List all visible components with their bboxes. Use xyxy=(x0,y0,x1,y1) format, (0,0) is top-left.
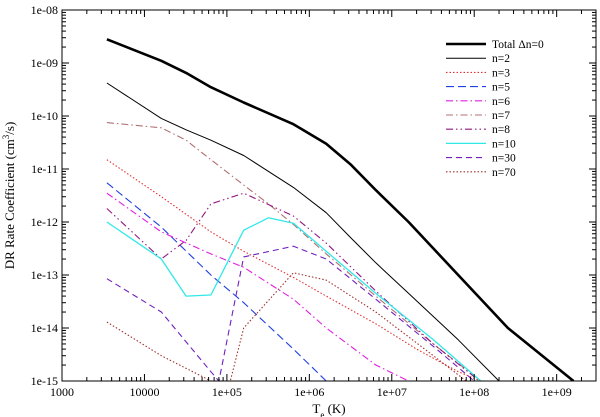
legend-label: Total Δn=0 xyxy=(492,39,544,51)
y-tick-label: 1e-10 xyxy=(31,109,58,123)
y-axis-label-main: DR Rate Coefficient (cm xyxy=(2,139,17,269)
axis-ticks: 1000 10000 1e+05 1e+06 1e+07 1e+08 1e+09 1e-15 1… xyxy=(31,3,597,399)
legend-label: n=10 xyxy=(492,138,516,150)
y-axis-label: DR Rate Coefficient (cm3/s) xyxy=(1,122,17,270)
legend-label: n=6 xyxy=(492,96,510,108)
series-line-5 xyxy=(106,122,482,381)
x-tick-label: 10000 xyxy=(129,385,159,399)
series-line-2 xyxy=(106,159,481,381)
legend-label: n=2 xyxy=(492,53,510,65)
legend-label: n=8 xyxy=(492,124,510,136)
x-tick-label: 1e+05 xyxy=(212,385,242,399)
y-tick-label: 1e-11 xyxy=(31,162,58,176)
x-tick-label: 1e+08 xyxy=(459,385,489,399)
series-line-1 xyxy=(106,82,500,381)
series-line-4 xyxy=(106,192,409,381)
x-axis-label: Te (K) xyxy=(312,401,345,417)
y-tick-label: 1e-14 xyxy=(31,321,58,335)
legend-label: n=3 xyxy=(492,67,510,79)
legend: Total Δn=0 n=2 n=3 n=5 n=6 n=7 n=8 n=10 n=30 n=70 xyxy=(446,39,544,179)
y-tick-label: 1e-15 xyxy=(31,374,58,388)
legend-label: n=70 xyxy=(492,167,516,179)
x-axis-label-main: T xyxy=(312,401,320,416)
y-axis-label-unit: /s) xyxy=(2,122,17,135)
series-line-8 xyxy=(106,245,475,381)
y-tick-label: 1e-08 xyxy=(31,3,58,17)
series-line-6 xyxy=(106,192,475,378)
y-tick-label: 1e-13 xyxy=(31,268,58,282)
y-tick-label: 1e-09 xyxy=(31,56,58,70)
x-tick-label: 1e+09 xyxy=(542,385,572,399)
legend-label: n=7 xyxy=(492,110,510,122)
legend-label: n=30 xyxy=(492,153,516,165)
series-line-9 xyxy=(106,272,467,381)
series-line-0 xyxy=(106,38,575,381)
x-tick-label: 1e+06 xyxy=(294,385,324,399)
x-tick-label: 1000 xyxy=(50,385,74,399)
x-tick-label: 1e+07 xyxy=(377,385,407,399)
legend-label: n=5 xyxy=(492,82,510,94)
series-line-7 xyxy=(106,217,482,381)
plot-frame xyxy=(61,9,597,382)
series-layer xyxy=(106,38,575,381)
x-axis-label-subscript: e xyxy=(320,410,324,417)
x-axis-label-unit: (K) xyxy=(324,401,345,416)
series-line-3 xyxy=(106,182,327,381)
y-tick-label: 1e-12 xyxy=(31,215,58,229)
y-axis-label-superscript: 3 xyxy=(1,134,11,139)
